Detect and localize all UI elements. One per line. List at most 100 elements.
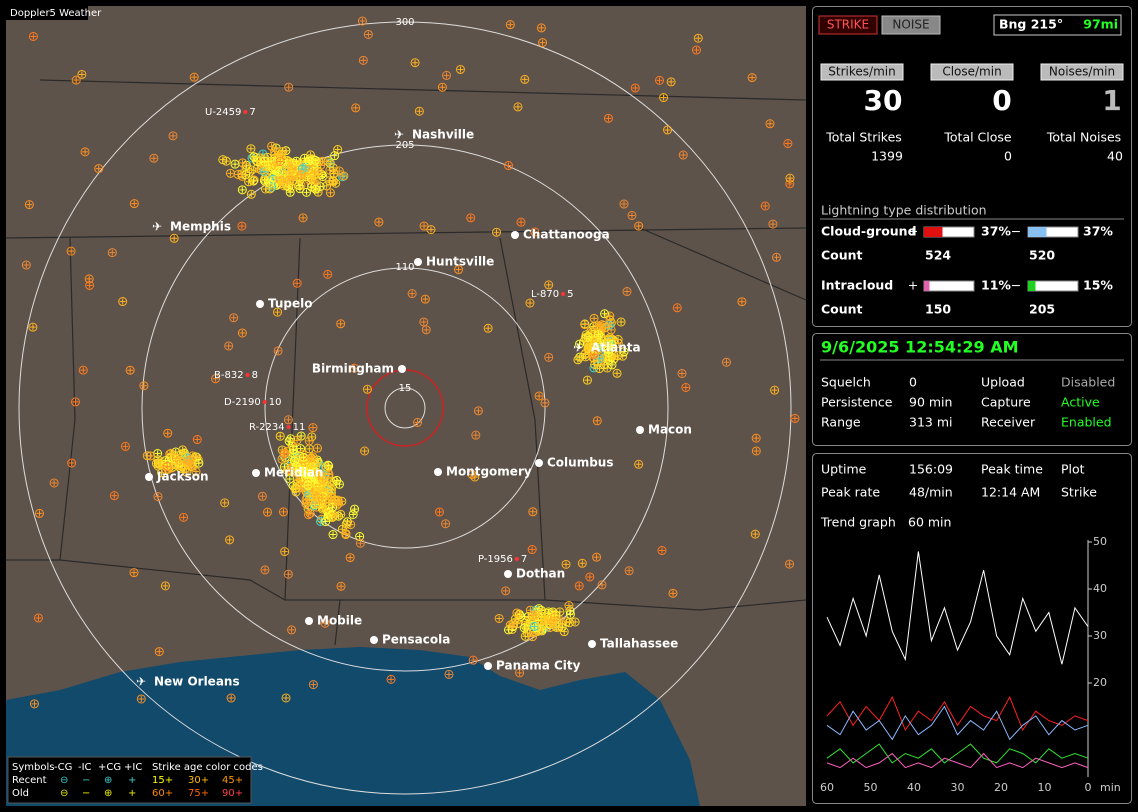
strike [355, 538, 365, 548]
strike [191, 467, 201, 477]
stat: Peak time [981, 462, 1043, 477]
station-dot [514, 557, 519, 561]
city-label: Macon [648, 423, 692, 437]
strike [265, 184, 275, 194]
setting: Capture [981, 395, 1031, 410]
strike [483, 323, 493, 333]
x-axis-label: min [1100, 781, 1121, 794]
strike [349, 363, 359, 373]
strike [434, 507, 444, 517]
legend-age: 75+ [188, 788, 209, 799]
city-label: Pensacola [382, 633, 450, 647]
strike [592, 552, 602, 562]
strike [681, 383, 691, 392]
strike [300, 468, 310, 478]
stats: Uptime 156:09 Peak time Plot Peak rate 48/min… [821, 462, 1097, 500]
strike [470, 472, 480, 482]
strike [21, 260, 31, 270]
city-dot [145, 473, 153, 481]
strike [80, 147, 90, 157]
strike [750, 529, 760, 539]
strike [318, 172, 328, 181]
strike [85, 280, 95, 290]
trend-label: Trend graph [820, 515, 896, 530]
stat: Plot [1061, 462, 1085, 477]
strike [237, 185, 247, 195]
trend-span: 60 min [908, 515, 951, 530]
strike [589, 349, 599, 359]
city-dot [252, 469, 260, 477]
station-value: 8 [252, 370, 258, 381]
city-label: Tallahassee [600, 637, 678, 651]
stat: Uptime [821, 462, 867, 477]
strike [601, 322, 611, 332]
percent: 37% [981, 224, 1011, 239]
noise-button[interactable] [881, 15, 941, 35]
city-label: Nashville [412, 128, 474, 142]
strike [785, 559, 795, 569]
strike [421, 325, 431, 335]
strike [168, 131, 178, 141]
strike [283, 167, 293, 177]
strike [577, 558, 587, 568]
airport-icon: ✈ [394, 128, 404, 142]
strike [304, 444, 314, 454]
strike [33, 613, 43, 623]
strike [333, 145, 343, 155]
strike [275, 156, 285, 166]
strike [301, 499, 311, 509]
city-label: Memphis [170, 220, 231, 234]
strike [279, 165, 289, 175]
strike [318, 156, 328, 166]
city-label: Atlanta [591, 341, 641, 355]
stat: 156:09 [909, 462, 953, 477]
strike [233, 169, 243, 179]
strike [348, 510, 358, 519]
strike [622, 287, 632, 297]
airport-icon: ✈ [573, 341, 583, 355]
legend-age: 90+ [222, 788, 243, 799]
strike [306, 150, 316, 160]
strike [317, 474, 327, 484]
strike [582, 375, 592, 385]
strike [619, 347, 629, 357]
strike [505, 20, 515, 30]
strike [358, 55, 368, 65]
total-label: Total Strikes [825, 130, 902, 145]
strike [218, 155, 228, 165]
noise-button-label[interactable]: NOISE [892, 18, 929, 32]
strikes [21, 16, 800, 709]
datetime: 9/6/2025 12:54:29 AM [821, 338, 1019, 357]
strike [737, 297, 747, 307]
strike [520, 631, 530, 641]
strike [590, 359, 600, 369]
strike [627, 211, 637, 220]
strike [516, 217, 526, 227]
strike [386, 674, 396, 684]
strike [455, 64, 465, 74]
strike [442, 70, 452, 80]
sign: + [908, 224, 918, 239]
range-rings [18, 21, 792, 795]
strike [224, 341, 234, 351]
strike [471, 430, 481, 440]
strike-button-label[interactable]: STRIKE [827, 18, 869, 32]
strike [230, 159, 240, 169]
strike [94, 164, 104, 174]
distribution: Cloud-ground+ 37%524− 37%520CountIntraclou… [821, 224, 1113, 317]
setting: 0 [909, 375, 917, 390]
map: 300 205 110 15 ✈ Nashville ✈ Memphis Chattanooga… [6, 6, 806, 806]
bar-track [923, 280, 975, 292]
city-label: Meridian [264, 466, 323, 480]
strike-button[interactable] [818, 15, 878, 35]
strike [247, 165, 257, 175]
total-value: 0 [1004, 149, 1012, 164]
legend-age: 45+ [222, 775, 243, 786]
strike [249, 152, 259, 162]
strike [444, 669, 454, 679]
strike [668, 588, 678, 598]
station-dot [561, 292, 566, 296]
trend-line [826, 695, 1089, 732]
strike [66, 246, 76, 256]
